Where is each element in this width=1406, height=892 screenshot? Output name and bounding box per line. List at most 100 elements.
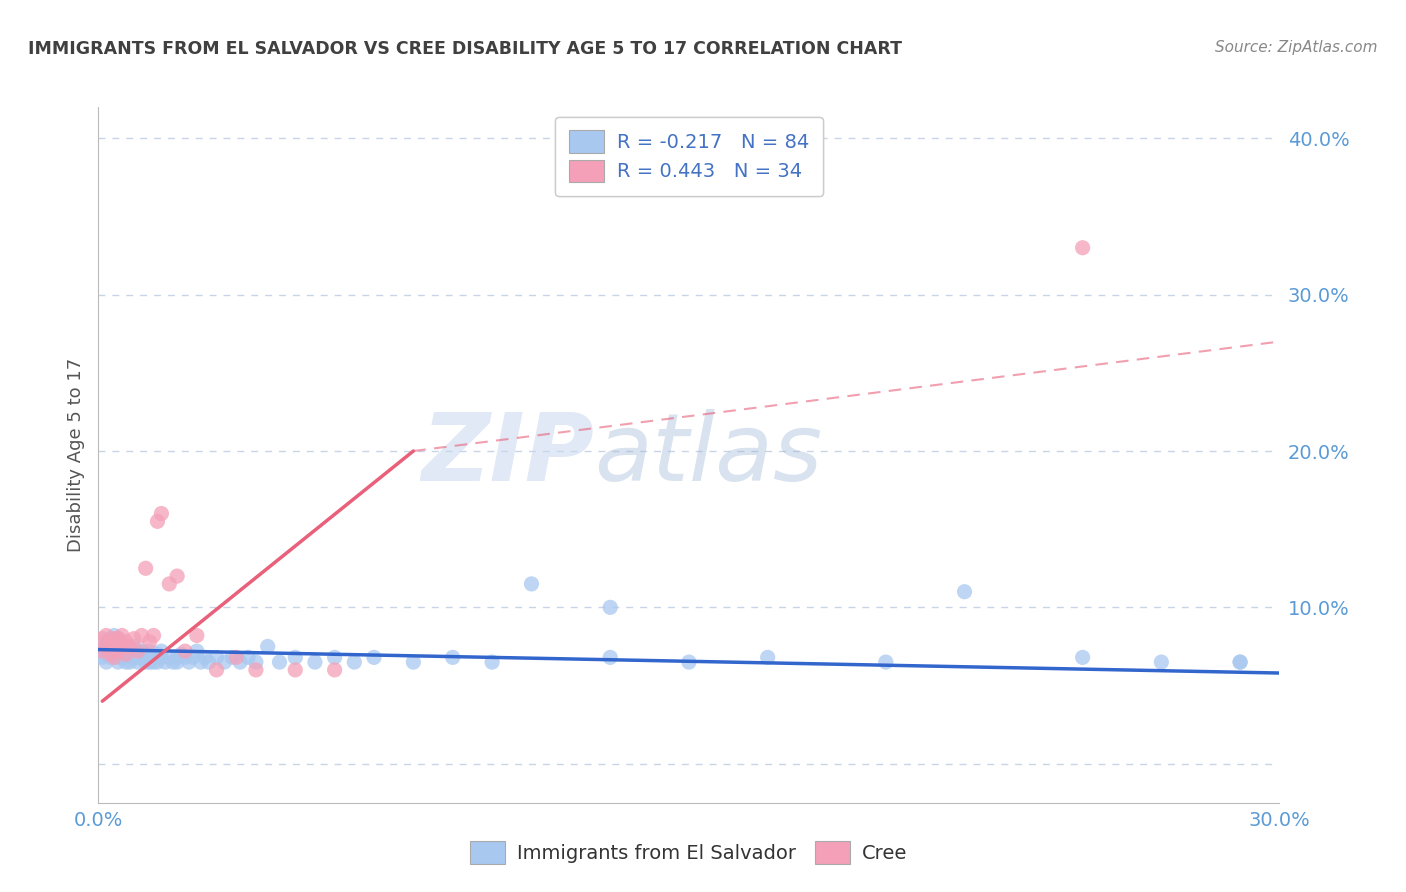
Point <box>107 640 129 654</box>
Point <box>1229 655 1251 669</box>
Point <box>91 644 114 658</box>
Point <box>599 600 621 615</box>
Text: IMMIGRANTS FROM EL SALVADOR VS CREE DISABILITY AGE 5 TO 17 CORRELATION CHART: IMMIGRANTS FROM EL SALVADOR VS CREE DISA… <box>28 40 903 58</box>
Point <box>236 650 259 665</box>
Point <box>96 634 118 648</box>
Point <box>118 647 141 661</box>
Point <box>103 650 125 665</box>
Point <box>103 640 125 654</box>
Point <box>98 634 121 648</box>
Point <box>115 647 138 661</box>
Point <box>98 632 121 646</box>
Point <box>111 650 134 665</box>
Point <box>115 650 138 665</box>
Point <box>205 663 228 677</box>
Point <box>146 514 169 528</box>
Point <box>142 650 165 665</box>
Point <box>245 655 267 669</box>
Point <box>343 655 366 669</box>
Point <box>138 634 160 648</box>
Point <box>91 640 114 654</box>
Point <box>91 632 114 646</box>
Point <box>118 640 141 654</box>
Point <box>205 650 228 665</box>
Point <box>96 655 118 669</box>
Point <box>157 650 180 665</box>
Point <box>122 632 145 646</box>
Text: atlas: atlas <box>595 409 823 500</box>
Point <box>127 644 149 658</box>
Point <box>481 655 503 669</box>
Point <box>103 647 125 661</box>
Point <box>96 640 118 654</box>
Point <box>115 655 138 669</box>
Point <box>131 650 153 665</box>
Point <box>115 640 138 654</box>
Point <box>599 650 621 665</box>
Point <box>402 655 425 669</box>
Point <box>98 650 121 665</box>
Point <box>678 655 700 669</box>
Point <box>107 650 129 665</box>
Point <box>107 632 129 646</box>
Point <box>127 650 149 665</box>
Point <box>197 655 219 669</box>
Point <box>91 650 114 665</box>
Point <box>131 644 153 658</box>
Point <box>170 647 193 661</box>
Point <box>107 655 129 669</box>
Point <box>304 655 326 669</box>
Point <box>103 640 125 654</box>
Point <box>157 577 180 591</box>
Point <box>98 644 121 658</box>
Point <box>107 644 129 658</box>
Point <box>150 650 173 665</box>
Point <box>146 655 169 669</box>
Point <box>96 628 118 642</box>
Point <box>131 628 153 642</box>
Point <box>221 650 243 665</box>
Point <box>150 507 173 521</box>
Point <box>122 650 145 665</box>
Point <box>142 655 165 669</box>
Point <box>127 655 149 669</box>
Point <box>155 655 177 669</box>
Point <box>111 640 134 654</box>
Point <box>103 628 125 642</box>
Point <box>166 569 188 583</box>
Point <box>162 655 184 669</box>
Point <box>194 650 217 665</box>
Point <box>323 650 346 665</box>
Point <box>214 655 236 669</box>
Point <box>166 650 188 665</box>
Point <box>1229 655 1251 669</box>
Point <box>269 655 291 669</box>
Y-axis label: Disability Age 5 to 17: Disability Age 5 to 17 <box>66 358 84 552</box>
Point <box>256 640 278 654</box>
Point <box>135 561 157 575</box>
Point <box>323 663 346 677</box>
Point <box>118 655 141 669</box>
Point <box>98 647 121 661</box>
Point <box>115 634 138 648</box>
Point <box>229 655 252 669</box>
Point <box>756 650 779 665</box>
Point <box>245 663 267 677</box>
Point <box>953 584 976 599</box>
Point <box>363 650 385 665</box>
Legend: R = -0.217   N = 84, R = 0.443   N = 34: R = -0.217 N = 84, R = 0.443 N = 34 <box>555 117 823 195</box>
Point <box>138 644 160 658</box>
Point <box>150 644 173 658</box>
Point <box>122 644 145 658</box>
Point <box>118 640 141 654</box>
Point <box>142 628 165 642</box>
Point <box>190 655 212 669</box>
Point <box>146 647 169 661</box>
Point <box>174 650 197 665</box>
Point <box>111 628 134 642</box>
Point <box>284 650 307 665</box>
Point <box>122 640 145 654</box>
Point <box>441 650 464 665</box>
Point <box>135 655 157 669</box>
Text: ZIP: ZIP <box>422 409 595 501</box>
